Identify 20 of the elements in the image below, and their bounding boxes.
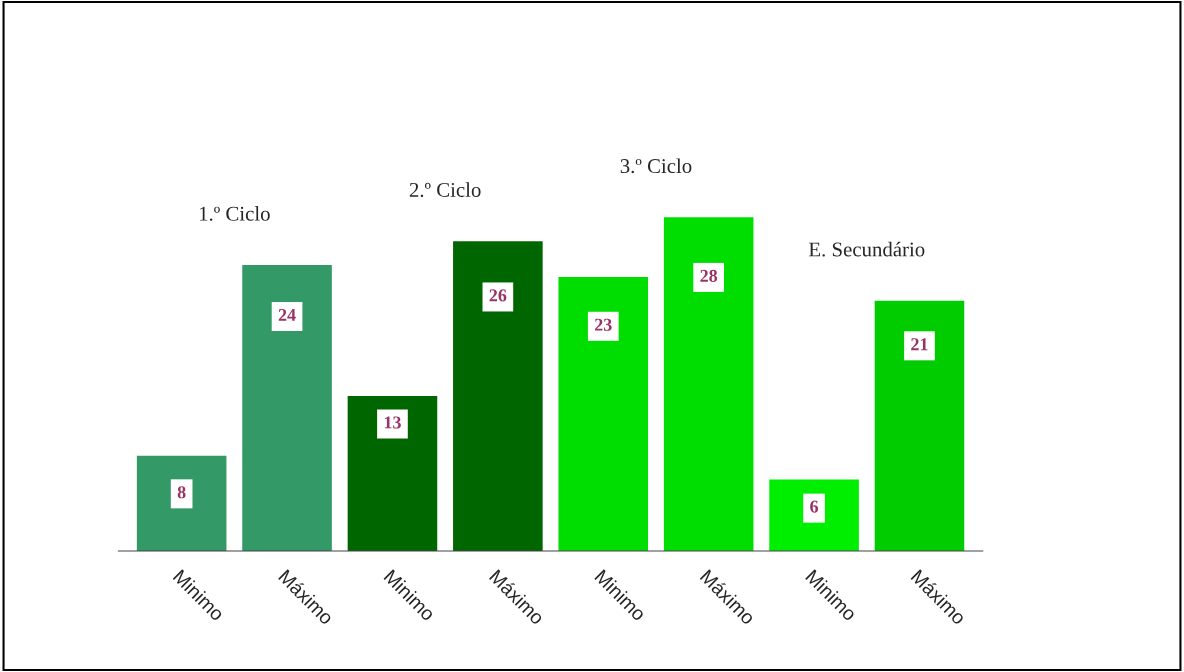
bar [347, 396, 438, 552]
bar [453, 241, 543, 552]
bar [242, 265, 332, 552]
bar [558, 276, 649, 552]
data-label: 13 [384, 416, 401, 429]
data-label: 28 [700, 269, 718, 282]
data-label: 6 [810, 500, 819, 513]
bar [874, 300, 965, 552]
annotation: 1.º Ciclo [199, 206, 270, 221]
bar [136, 455, 227, 552]
data-label: 21 [911, 338, 928, 351]
data-label: 8 [177, 486, 186, 499]
data-label: 26 [489, 289, 507, 302]
annotation: E. Secundário [808, 241, 925, 257]
bar [769, 479, 859, 552]
text: 2.º Ciclo [409, 182, 481, 198]
data-label: 24 [278, 308, 296, 321]
bar [663, 217, 754, 552]
text: 3.º Ciclo [620, 158, 692, 174]
data-label: 23 [594, 318, 612, 331]
